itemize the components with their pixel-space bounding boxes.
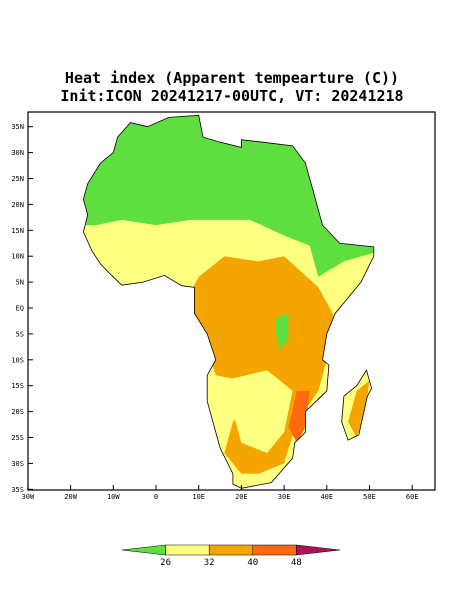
lat-label: EQ [16,305,24,313]
lat-label: 15S [11,382,24,390]
red-zone [288,390,310,443]
orange-madagascar [348,380,370,438]
lon-label: 10E [192,493,205,501]
green-patch [275,313,289,350]
colorbar-segment [252,544,297,556]
lat-label: 25N [11,175,24,183]
lon-label: 20E [235,493,248,501]
map-frame [27,111,436,491]
axis-ticks: 35N 30N 25N 20N 15N 10N 5N EQ 5S 10S 15S 20S 25S 30S 3… [11,123,418,501]
colorbar-min-arrow [121,544,166,556]
lat-label: 20S [11,408,24,416]
lat-label: 10S [11,356,24,364]
colorbar-label: 48 [291,558,302,568]
lat-label: 5N [16,279,24,287]
title: Heat index (Apparent tempearture (C)) [65,69,399,87]
lat-label: 10N [11,253,24,261]
lon-label: 30W [22,493,35,501]
lon-label: 50E [363,493,376,501]
colorbar-max-arrow [296,544,341,556]
colorbar-label: 26 [160,558,171,568]
lon-label: 20W [64,493,77,501]
coast [82,114,375,489]
colorbar-segment [208,544,254,556]
lon-label: 30E [278,493,291,501]
lon-label: 60E [406,493,419,501]
lat-label: 25S [11,434,24,442]
lat-label: 30S [11,460,24,468]
lon-label: 40E [320,493,333,501]
colorbar-label: 32 [204,558,215,568]
lat-label: 35S [11,486,24,494]
lon-label: 10W [107,493,120,501]
lat-label: 15N [11,227,24,235]
lat-label: 35N [11,123,24,131]
orange-zone [190,256,336,474]
lon-label: 0 [154,493,158,501]
lat-label: 20N [11,201,24,209]
coastline [82,114,375,489]
colorbar: 26 32 40 48 [121,544,341,568]
colorbar-segment [165,544,210,556]
yellow-patch [224,370,293,453]
subtitle: Init:ICON 20241217-00UTC, VT: 20241218 [60,87,403,105]
lat-label: 30N [11,149,24,157]
colorbar-label: 40 [247,558,258,568]
lat-label: 5S [16,330,24,338]
